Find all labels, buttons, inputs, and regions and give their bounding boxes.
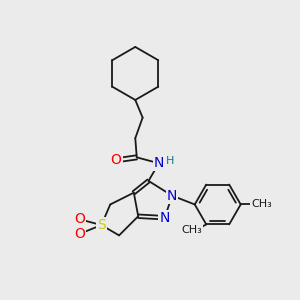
Text: O: O	[74, 212, 85, 226]
Text: N: N	[160, 211, 170, 225]
Text: N: N	[167, 189, 177, 202]
Text: N: N	[154, 156, 164, 170]
Text: CH₃: CH₃	[181, 225, 202, 235]
Text: O: O	[74, 227, 85, 241]
Text: S: S	[97, 218, 106, 232]
Text: CH₃: CH₃	[251, 200, 272, 209]
Text: H: H	[166, 156, 174, 166]
Text: O: O	[111, 153, 122, 167]
